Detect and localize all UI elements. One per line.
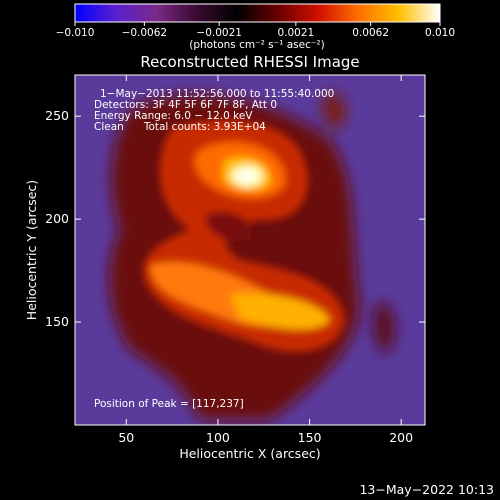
colorbar-tick-label: −0.0021	[196, 27, 242, 39]
colorbar-ticks: −0.010 −0.0062 −0.0021 0.0021 0.0062 0.010	[56, 22, 455, 39]
colorbar-tick-label: −0.010	[56, 27, 95, 39]
info-line-clean: Clean Total counts: 3.93E+04	[94, 121, 266, 133]
y-axis-title: Heliocentric Y (arcsec)	[24, 180, 39, 320]
info-line-time: 1−May−2013 11:52:56.000 to 11:55:40.000	[100, 88, 334, 100]
plot-frame	[74, 74, 426, 426]
x-axis-ticks: 50 100 150 200	[118, 75, 413, 445]
info-line-detectors: Detectors: 3F 4F 5F 6F 7F 8F, Att 0	[94, 99, 277, 111]
y-axis-ticks: 150 200 250	[45, 108, 425, 329]
y-tick-label: 200	[45, 211, 69, 226]
colorbar-units: (photons cm⁻² s⁻¹ asec⁻²)	[189, 39, 324, 51]
colorbar	[74, 3, 441, 23]
chart-title: Reconstructed RHESSI Image	[140, 53, 359, 71]
x-tick-label: 50	[118, 430, 134, 445]
y-tick-label: 150	[45, 314, 69, 329]
emission-core	[143, 119, 345, 352]
peak-label: Position of Peak = [117,237]	[94, 398, 244, 410]
info-line-energy: Energy Range: 6.0 − 12.0 keV	[94, 110, 253, 122]
colorbar-tick-label: 0.0062	[352, 27, 389, 39]
colorbar-tick-label: −0.0062	[122, 27, 168, 39]
colorbar-tick-label: 0.010	[425, 27, 455, 39]
x-tick-label: 150	[298, 430, 322, 445]
heatmap-image	[75, 75, 425, 425]
colorbar-tick-label: 0.0021	[277, 27, 314, 39]
x-axis-title: Heliocentric X (arcsec)	[179, 446, 320, 461]
x-tick-label: 100	[206, 430, 230, 445]
footer-timestamp: 13−May−2022 10:13	[359, 482, 494, 497]
x-tick-label: 200	[389, 430, 413, 445]
y-tick-label: 250	[45, 108, 69, 123]
